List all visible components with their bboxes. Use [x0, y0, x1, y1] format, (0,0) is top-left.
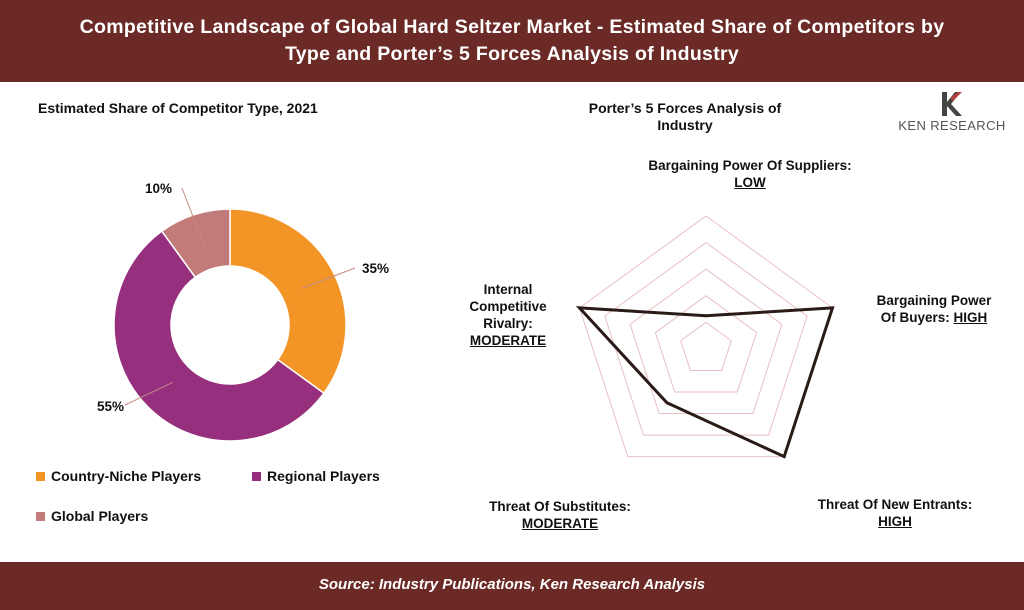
- donut-leader-country-niche: [302, 267, 356, 289]
- legend-swatch-regional: [252, 471, 261, 481]
- radar-axis-name-substitutes: Threat Of Substitutes:: [489, 499, 631, 514]
- radar-axis-label-substitutes: Threat Of Substitutes: MODERATE: [465, 498, 655, 532]
- radar-axis-level-buyers: HIGH: [953, 310, 988, 325]
- legend-item-regional: Regional Players: [252, 468, 380, 484]
- donut-leader-regional: [124, 381, 173, 406]
- donut-slice-regional: [113, 230, 325, 442]
- page-title: Competitive Landscape of Global Hard Sel…: [0, 14, 1024, 68]
- donut-slice-global: [160, 208, 231, 279]
- radar-axis-label-buyers: Bargaining Power Of Buyers: HIGH: [872, 292, 996, 326]
- donut-data-label-country-niche: 35%: [362, 261, 389, 276]
- source-note: Source: Industry Publications, Ken Resea…: [318, 576, 706, 593]
- radar-chart-title: Porter’s 5 Forces Analysis of Industry: [560, 100, 810, 134]
- radar-series-line: [575, 306, 835, 459]
- logo-text: KEN RESEARCH: [898, 118, 1006, 133]
- radar-grid-ring-3: [629, 268, 783, 415]
- radar-axis-label-rivalry: Internal Competitive Rivalry: MODERATE: [458, 281, 558, 349]
- donut-slice-country-niche: [229, 208, 347, 395]
- radar-point-new-entrants: [782, 455, 786, 459]
- radar-grid-ring-1: [680, 321, 732, 372]
- radar-axis-level-rivalry: MODERATE: [469, 333, 547, 348]
- donut-chart: 35% 55% 10%: [97, 181, 389, 442]
- radar-grid-ring-5: [578, 215, 834, 458]
- radar-axis-name-new-entrants: Threat Of New Entrants:: [817, 497, 973, 512]
- legend-label-global: Global Players: [51, 508, 149, 524]
- radar-grid-ring-2: [654, 295, 758, 393]
- legend-swatch-global: [36, 511, 45, 521]
- radar-axis-name-rivalry: Internal Competitive Rivalry:: [469, 282, 547, 331]
- donut-chart-title: Estimated Share of Competitor Type, 2021: [38, 100, 318, 116]
- radar-grid-ring-4: [604, 241, 808, 436]
- legend-item-global: Global Players: [36, 508, 148, 524]
- radar-axis-label-suppliers: Bargaining Power Of Suppliers: LOW: [620, 157, 880, 191]
- donut-data-label-global: 10%: [145, 181, 172, 196]
- legend-label-regional: Regional Players: [267, 468, 380, 484]
- k-logo-icon: [942, 92, 962, 116]
- legend-label-country-niche: Country-Niche Players: [51, 468, 202, 484]
- radar-axis-name-suppliers: Bargaining Power Of Suppliers:: [648, 158, 852, 173]
- legend-item-country-niche: Country-Niche Players: [36, 468, 201, 484]
- radar-point-buyers: [830, 306, 834, 310]
- donut-data-label-regional: 55%: [97, 399, 124, 414]
- radar-point-rivalry: [578, 306, 582, 310]
- footer-banner: Source: Industry Publications, Ken Resea…: [0, 562, 1024, 610]
- radar-chart-title-line-2: Industry: [657, 117, 713, 133]
- legend-swatch-country-niche: [36, 471, 45, 481]
- radar-axis-label-new-entrants: Threat Of New Entrants: HIGH: [795, 496, 995, 530]
- radar-axis-level-suppliers: LOW: [734, 175, 766, 190]
- radar-axis-level-new-entrants: HIGH: [878, 514, 912, 529]
- page-title-line-1: Competitive Landscape of Global Hard Sel…: [79, 16, 945, 38]
- radar-point-suppliers: [704, 314, 708, 318]
- radar-chart-title-line-1: Porter’s 5 Forces Analysis of: [588, 100, 782, 116]
- donut-leader-global: [181, 187, 206, 248]
- radar-point-substitutes: [665, 401, 669, 405]
- page-title-line-2: Type and Porter’s 5 Forces Analysis of I…: [284, 43, 740, 65]
- header-banner: Competitive Landscape of Global Hard Sel…: [0, 0, 1024, 82]
- ken-research-logo: KEN RESEARCH: [886, 88, 1018, 140]
- radar-axis-level-substitutes: MODERATE: [521, 516, 599, 531]
- radar-axis-name-buyers: Bargaining Power Of Buyers:: [876, 293, 992, 325]
